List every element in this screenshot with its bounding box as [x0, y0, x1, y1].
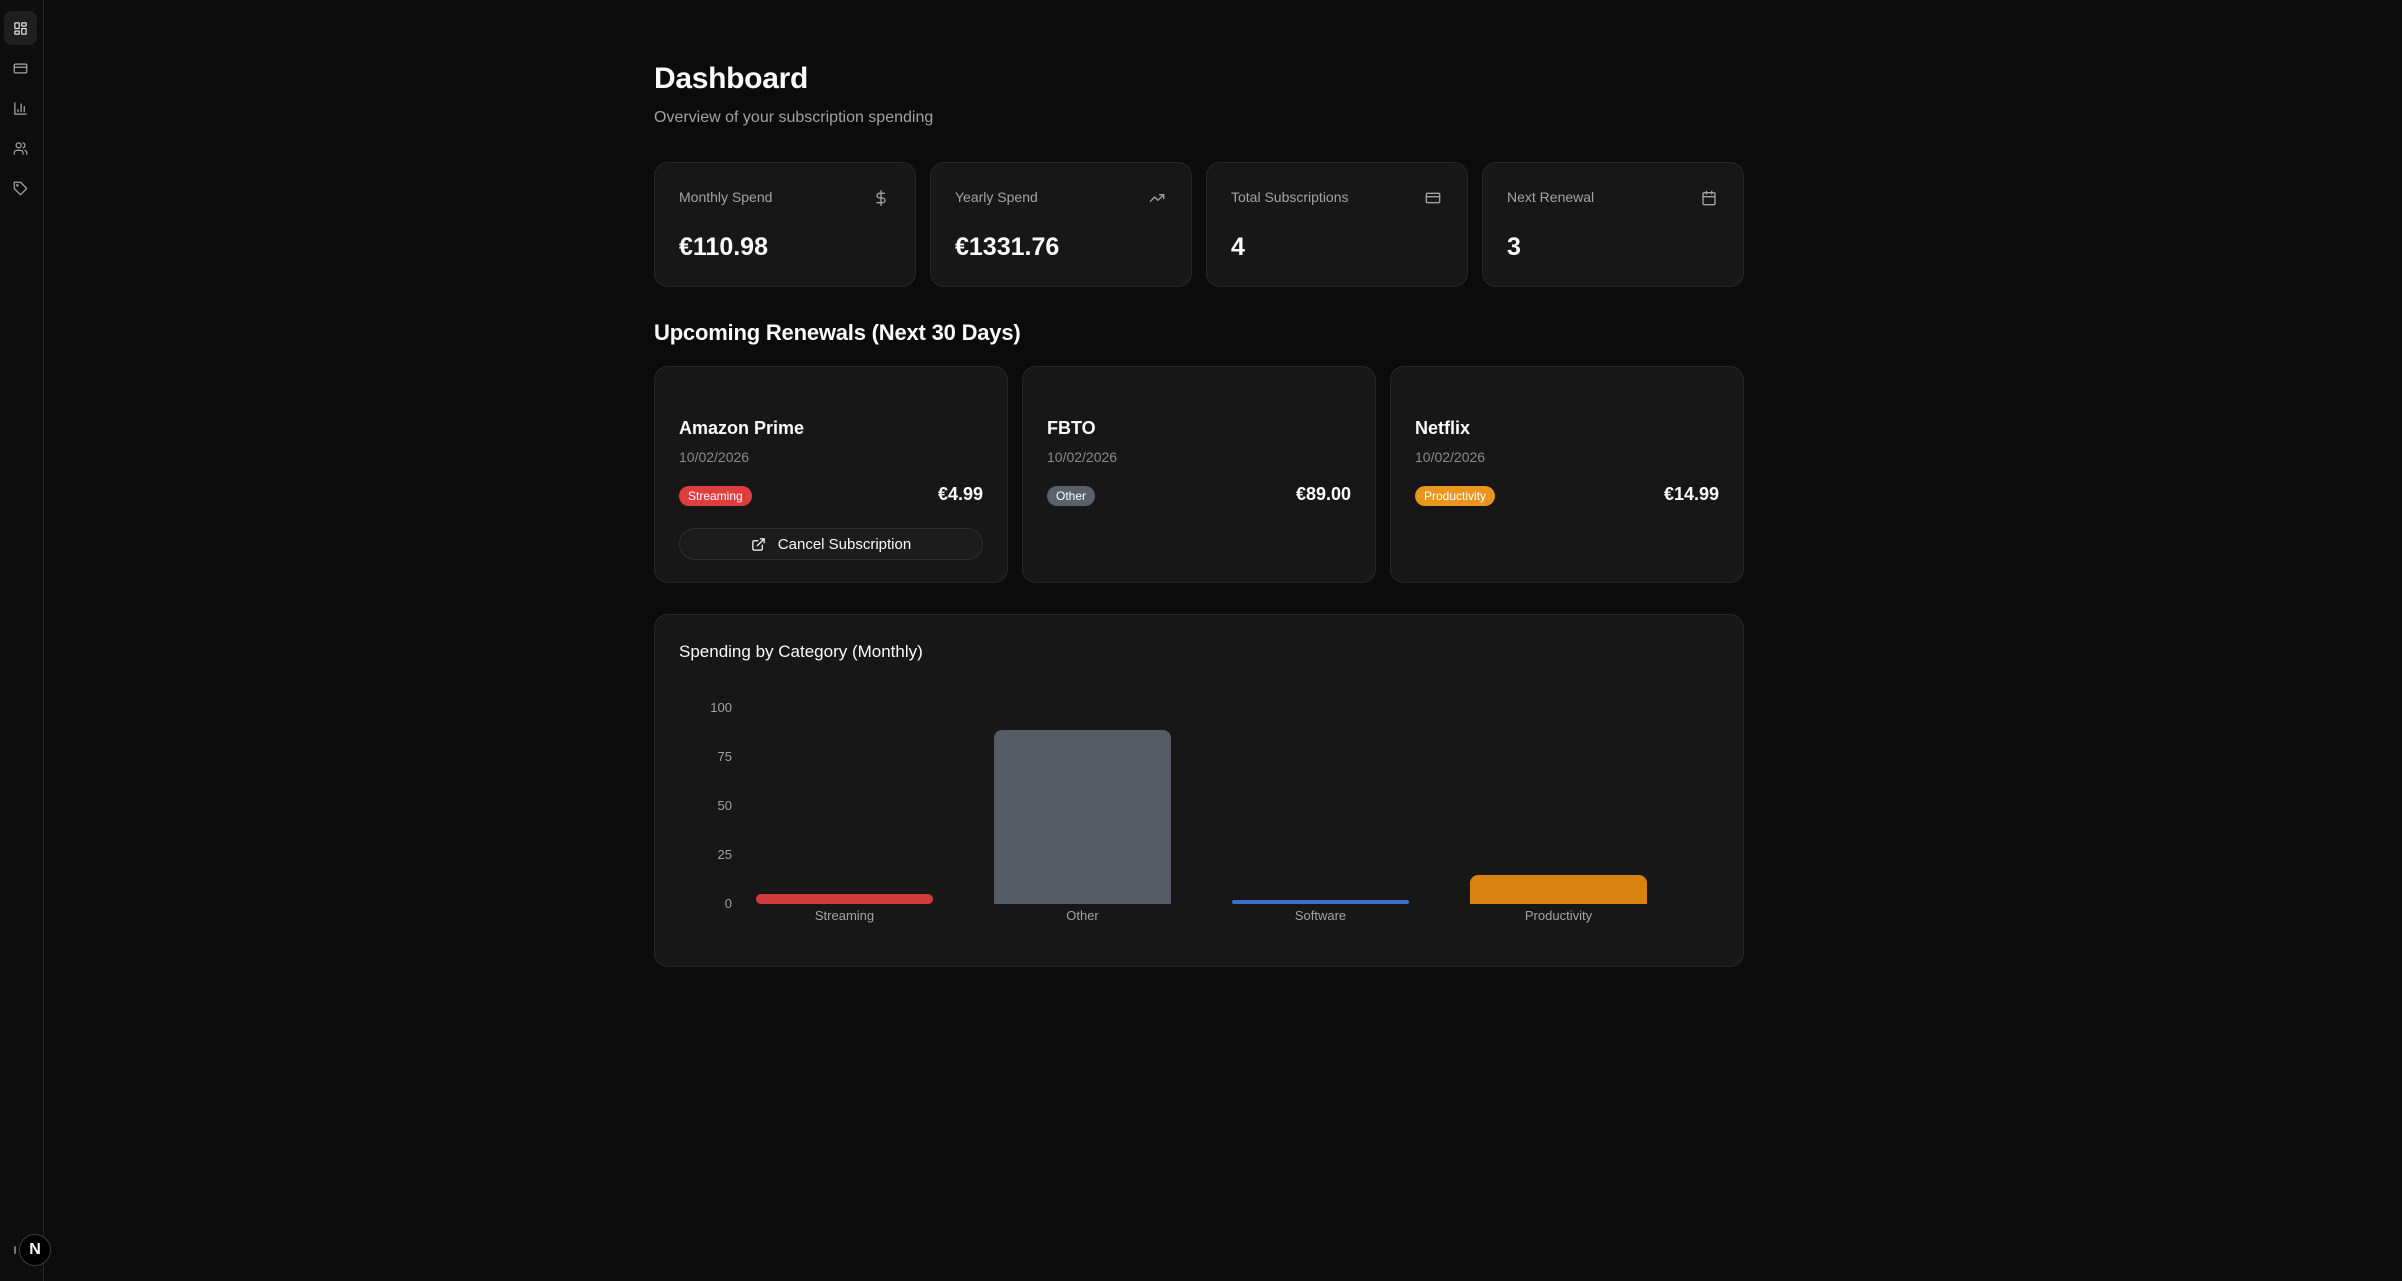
category-badge: Streaming [679, 486, 752, 506]
renewal-date: 10/02/2026 [1415, 449, 1486, 465]
renewal-price: €14.99 [1663, 484, 1719, 504]
stat-label: Next Renewal [1507, 189, 1595, 205]
bar-streaming[interactable] [756, 894, 933, 904]
page-title: Dashboard [654, 62, 808, 95]
layout-grid-icon [14, 21, 27, 35]
stat-value: 3 [1507, 233, 1521, 261]
credit-card-icon [13, 63, 28, 73]
sidebar-item-analytics[interactable] [4, 91, 37, 125]
app-logo-button[interactable]: N [19, 1234, 51, 1266]
y-axis-tick: 25 [717, 847, 732, 862]
x-axis-label: Other [1066, 908, 1099, 923]
x-axis-label: Software [1294, 908, 1347, 923]
stat-card-total-subscriptions: Total Subscriptions 4 [1206, 162, 1468, 287]
credit-card-icon [1425, 192, 1441, 204]
sidebar-item-users[interactable] [4, 131, 37, 165]
renewal-card-netflix: Netflix 10/02/2026 Productivity €14.99 [1390, 366, 1744, 583]
spending-by-category-chart: Spending by Category (Monthly) 0 25 50 75 10… [654, 614, 1744, 967]
users-icon [13, 141, 28, 155]
renewal-price: €89.00 [1295, 484, 1351, 504]
x-axis-label: Productivity [1524, 908, 1593, 923]
renewal-name: FBTO [1047, 418, 1096, 438]
dollar-sign-icon [876, 190, 886, 206]
bar-chart-icon [14, 101, 27, 115]
sidebar-item-categories[interactable] [4, 171, 37, 205]
calendar-icon [1702, 190, 1716, 206]
category-badge: Other [1047, 486, 1096, 506]
cancel-subscription-label: Cancel Subscription [777, 535, 912, 553]
y-axis-tick: 50 [717, 798, 732, 813]
page-subtitle: Overview of your subscription spending [654, 109, 934, 126]
renewal-name: Amazon Prime [679, 418, 805, 438]
trending-up-icon [1149, 194, 1165, 202]
renewal-date: 10/02/2026 [679, 449, 750, 465]
bar-software[interactable] [1232, 900, 1409, 904]
sidebar-item-dashboard[interactable] [4, 11, 37, 45]
stat-card-monthly-spend: Monthly Spend €110.98 [654, 162, 916, 287]
stat-value: €1331.76 [955, 233, 1060, 261]
renewal-price: €4.99 [937, 484, 983, 504]
cancel-subscription-button[interactable]: Cancel Subscription [679, 528, 983, 560]
x-axis-label: Streaming [814, 908, 875, 923]
external-link-icon [752, 537, 765, 551]
renewal-date: 10/02/2026 [1047, 449, 1118, 465]
y-axis-tick: 0 [724, 896, 732, 911]
renewal-card-fbto: FBTO 10/02/2026 Other €89.00 [1022, 366, 1376, 583]
y-axis-tick: 75 [717, 749, 732, 764]
stat-value: €110.98 [679, 233, 768, 261]
logo-letter: N [29, 1241, 41, 1258]
stat-label: Total Subscriptions [1231, 189, 1349, 205]
stat-label: Monthly Spend [679, 189, 773, 205]
chart-title: Spending by Category (Monthly) [679, 642, 923, 661]
logo-dot [14, 1246, 16, 1254]
bar-productivity[interactable] [1470, 874, 1647, 904]
sidebar [0, 0, 44, 1281]
stat-card-next-renewal: Next Renewal 3 [1482, 162, 1744, 287]
chart-plot-area: 0 25 50 75 100 Streaming Other Software Producti… [655, 615, 1745, 968]
sidebar-item-subscriptions[interactable] [4, 51, 37, 85]
stat-card-yearly-spend: Yearly Spend €1331.76 [930, 162, 1192, 287]
renewal-card-amazon-prime: Amazon Prime 10/02/2026 Streaming €4.99 … [654, 366, 1008, 583]
tag-icon [13, 181, 28, 195]
bar-other[interactable] [994, 729, 1171, 904]
renewal-name: Netflix [1415, 418, 1471, 438]
y-axis-tick: 100 [710, 700, 732, 715]
stat-label: Yearly Spend [955, 189, 1038, 205]
stat-value: 4 [1231, 233, 1245, 261]
renewals-heading: Upcoming Renewals (Next 30 Days) [654, 320, 1021, 345]
category-badge: Productivity [1415, 486, 1496, 506]
